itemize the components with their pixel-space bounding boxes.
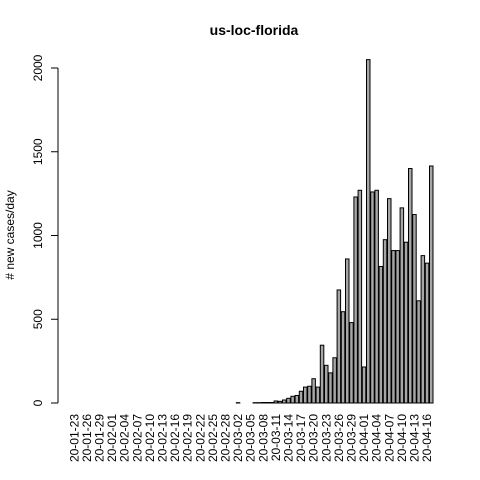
bars-group [235,59,434,404]
x-tick-label-20-03-02: 20-03-02 [231,414,245,462]
bar-20-03-15 [290,395,295,404]
x-tick-label-20-03-08: 20-03-08 [256,414,270,462]
bar-20-04-15 [420,255,426,404]
bar-20-03-13 [282,399,287,404]
bar-20-03-16 [294,394,300,404]
y-tick-label-1500: 1500 [31,138,45,165]
x-tick-label-20-03-11: 20-03-11 [269,414,283,461]
bar-20-04-10 [399,207,405,404]
x-tick-label-20-03-26: 20-03-26 [332,414,346,462]
bar-20-04-06 [382,239,388,404]
x-tick-label-20-04-13: 20-04-13 [407,414,421,462]
x-axis: 20-01-2320-01-2620-01-2920-02-0120-02-04… [67,414,434,462]
bar-20-03-19 [307,385,312,404]
x-tick-label-20-03-29: 20-03-29 [344,414,358,462]
y-tick-label-1000: 1000 [31,222,45,249]
bar-20-03-25 [332,357,337,404]
x-tick-label-20-03-23: 20-03-23 [319,414,333,462]
x-tick-label-20-02-28: 20-02-28 [218,414,232,462]
y-tick-label-500: 500 [31,309,45,329]
bar-20-04-12 [408,168,413,404]
x-tick-label-20-04-16: 20-04-16 [420,414,434,462]
x-tick-label-20-02-22: 20-02-22 [193,414,207,462]
y-tick-label-2000: 2000 [31,54,45,81]
bar-20-03-29 [349,322,354,404]
x-tick-label-20-04-10: 20-04-10 [395,414,409,462]
x-tick-label-20-02-19: 20-02-19 [181,414,195,462]
bar-20-03-17 [298,390,304,404]
bar-20-04-01 [361,366,367,404]
x-tick-label-20-04-01: 20-04-01 [357,414,371,462]
x-tick-label-20-01-29: 20-01-29 [92,414,106,462]
bar-20-03-27 [340,311,346,404]
x-tick-label-20-02-13: 20-02-13 [155,414,169,462]
bar-20-03-23 [324,364,329,404]
bar-20-03-28 [345,258,350,404]
x-tick-label-20-02-10: 20-02-10 [143,414,157,462]
bar-20-04-05 [378,265,384,404]
x-tick-label-20-03-17: 20-03-17 [294,414,308,462]
bar-20-04-03 [370,191,375,404]
bar-20-03-18 [303,386,308,404]
bar-20-03-26 [336,289,342,404]
bar-20-04-04 [374,189,379,404]
x-tick-label-20-04-04: 20-04-04 [370,414,384,462]
bar-20-03-30 [353,196,358,404]
x-tick-label-20-02-04: 20-02-04 [118,414,132,462]
bar-20-04-11 [403,241,409,404]
x-tick-label-20-02-25: 20-02-25 [206,414,220,462]
bar-20-03-09 [265,402,270,404]
x-tick-label-20-02-07: 20-02-07 [130,414,144,462]
x-tick-label-20-03-20: 20-03-20 [307,414,321,462]
bar-20-03-08 [261,402,266,404]
bar-20-04-14 [416,300,421,404]
x-tick-label-20-04-07: 20-04-07 [382,414,396,462]
bar-20-03-14 [286,397,291,404]
y-axis: 0 500 1000 1500 2000 [31,54,59,406]
x-tick-label-20-01-23: 20-01-23 [67,414,81,462]
x-tick-label-20-02-16: 20-02-16 [168,414,182,462]
bar-20-04-13 [412,214,417,404]
bar-20-03-10 [269,402,274,404]
x-tick-label-20-02-01: 20-02-01 [105,414,119,462]
bar-20-03-21 [315,386,321,404]
bar-20-04-02 [366,59,371,404]
bar-20-04-09 [395,250,400,404]
bar-20-03-31 [357,189,363,404]
y-axis-label: # new cases/day [3,190,17,279]
bar-20-04-16 [424,262,430,404]
x-tick-label-20-03-14: 20-03-14 [281,414,295,462]
bar-20-04-17 [429,165,434,404]
bar-20-03-22 [319,344,325,404]
bar-20-03-12 [277,400,283,404]
x-tick-label-20-01-26: 20-01-26 [80,414,94,462]
x-tick-label-20-03-05: 20-03-05 [244,414,258,462]
bar-20-03-20 [311,378,316,404]
bar-20-04-08 [391,250,396,404]
chart-title: us-loc-florida [210,22,299,38]
bar-20-04-07 [387,198,392,404]
bar-20-03-11 [273,400,279,404]
y-tick-label-0: 0 [31,399,45,406]
bar-20-03-24 [328,372,333,404]
